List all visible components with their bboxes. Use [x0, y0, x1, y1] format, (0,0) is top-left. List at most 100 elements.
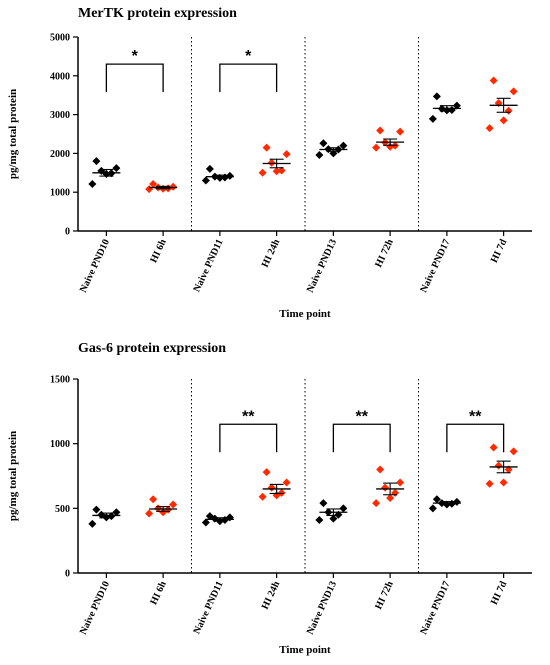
x-tick-label: HI 24h	[260, 237, 283, 269]
data-point	[339, 504, 348, 513]
data-point	[112, 164, 121, 173]
data-point	[319, 499, 328, 508]
data-point	[452, 101, 461, 110]
data-group	[88, 157, 121, 189]
data-point	[372, 143, 381, 152]
data-point	[267, 483, 276, 492]
data-point	[489, 76, 498, 85]
data-point	[92, 157, 101, 166]
chart-panel-1: MerTK protein expression 0 1000 2000 3000 400…	[7, 6, 532, 320]
data-point	[381, 483, 390, 492]
data-group	[201, 512, 234, 527]
data-point	[149, 180, 158, 189]
x-axis-label: Time point	[279, 308, 331, 320]
data-point	[112, 508, 121, 517]
data-group	[258, 468, 291, 501]
x-tick-label: HI 6h	[148, 579, 169, 606]
data-group	[372, 465, 405, 508]
data-point	[432, 495, 441, 504]
y-tick-label: 1500	[50, 375, 70, 386]
data-point	[428, 114, 437, 123]
x-tick-label: Naive PND11	[192, 238, 226, 294]
x-tick-label: HI 7d	[489, 579, 510, 606]
data-point	[329, 514, 338, 523]
data-point	[428, 504, 437, 513]
data-point	[315, 515, 324, 524]
x-tick-label: Naive PND11	[192, 580, 226, 636]
significance-bracket	[105, 63, 164, 93]
x-tick-label: HI 7d	[489, 237, 510, 264]
significance-bracket	[219, 423, 278, 453]
significance-bracket	[332, 423, 391, 453]
y-tick-label: 500	[55, 504, 70, 515]
x-tick-label: HI 72h	[373, 579, 396, 611]
data-point	[277, 166, 286, 175]
data-point	[485, 124, 494, 133]
data-group	[145, 495, 178, 518]
data-point	[262, 143, 271, 152]
x-tick-label: Naive PND10	[78, 238, 112, 295]
x-tick-label: HI 6h	[148, 237, 169, 264]
data-point	[282, 150, 291, 159]
data-group	[88, 505, 121, 528]
data-point	[258, 168, 267, 177]
y-tick-label: 5000	[50, 33, 70, 44]
data-point	[372, 499, 381, 508]
data-group	[372, 126, 405, 152]
y-tick-label: 3000	[50, 110, 70, 121]
data-point	[201, 176, 210, 185]
x-tick-label: HI 72h	[373, 237, 396, 269]
data-group	[485, 443, 518, 488]
data-point	[282, 478, 291, 487]
data-point	[205, 164, 214, 173]
significance-bracket	[446, 423, 505, 453]
data-point	[509, 447, 518, 456]
data-point	[485, 479, 494, 488]
x-tick-label: Naive PND17	[418, 238, 452, 295]
data-group	[428, 495, 461, 513]
data-point	[258, 492, 267, 501]
significance-label: **	[469, 408, 482, 425]
significance-label: **	[356, 408, 369, 425]
data-point	[499, 478, 508, 487]
data-group	[145, 180, 178, 194]
data-point	[376, 126, 385, 135]
data-point	[432, 92, 441, 101]
data-point	[376, 465, 385, 474]
y-tick-label: 0	[65, 569, 70, 580]
data-group	[485, 76, 518, 133]
chart-title: Gas-6 protein expression	[78, 341, 226, 356]
data-point	[396, 478, 405, 487]
x-tick-label: Naive PND13	[305, 238, 339, 295]
y-tick-label: 0	[65, 227, 70, 238]
data-point	[509, 87, 518, 96]
data-point	[159, 508, 168, 517]
y-tick-label: 4000	[50, 71, 70, 82]
chart-title: MerTK protein expression	[78, 6, 237, 21]
data-group	[315, 499, 348, 524]
x-tick-label: Naive PND17	[418, 580, 452, 637]
data-point	[88, 180, 97, 189]
x-tick-label: Naive PND10	[78, 580, 112, 637]
data-point	[262, 468, 271, 477]
significance-label: *	[245, 48, 252, 65]
data-point	[494, 461, 503, 470]
data-point	[272, 167, 281, 176]
data-point	[267, 158, 276, 167]
data-point	[201, 518, 210, 527]
data-point	[319, 139, 328, 148]
data-point	[391, 488, 400, 497]
y-tick-label: 1000	[50, 439, 70, 450]
x-tick-label: Naive PND13	[305, 580, 339, 637]
data-point	[169, 500, 178, 509]
chart-panel-2: Gas-6 protein expression 0 500 1000 1500 pg/m…	[7, 341, 532, 656]
x-tick-label: HI 24h	[260, 579, 283, 611]
data-point	[315, 150, 324, 159]
significance-label: **	[242, 408, 255, 425]
data-group	[258, 143, 291, 177]
significance-label: *	[132, 48, 139, 65]
data-point	[396, 127, 405, 136]
data-group	[428, 92, 461, 123]
data-group	[315, 139, 348, 159]
